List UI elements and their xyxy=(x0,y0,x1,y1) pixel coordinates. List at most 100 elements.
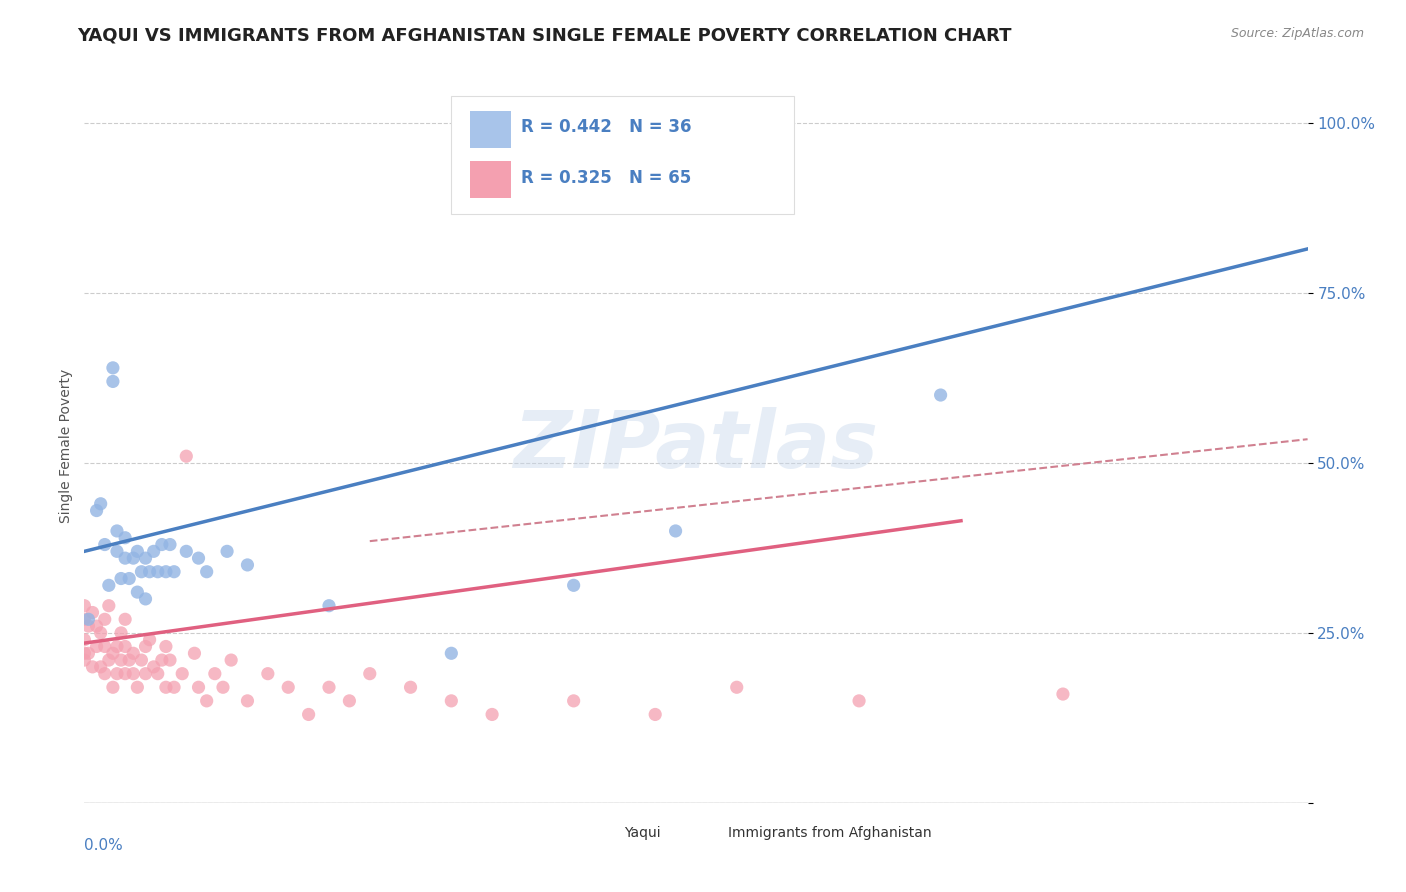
Point xyxy=(174,449,197,463)
Text: Yaqui: Yaqui xyxy=(624,826,661,839)
Point xyxy=(97,599,120,613)
Point xyxy=(150,537,173,551)
FancyBboxPatch shape xyxy=(693,822,723,844)
Point xyxy=(236,694,259,708)
FancyBboxPatch shape xyxy=(470,111,512,148)
Point xyxy=(73,599,96,613)
Point xyxy=(359,666,381,681)
Point xyxy=(163,565,186,579)
Point xyxy=(257,666,280,681)
Point xyxy=(155,565,177,579)
Point xyxy=(110,572,132,586)
Point xyxy=(101,680,124,694)
Point xyxy=(339,694,361,708)
Point xyxy=(159,653,181,667)
Point xyxy=(73,646,96,660)
Text: Source: ZipAtlas.com: Source: ZipAtlas.com xyxy=(1230,27,1364,40)
Point xyxy=(93,537,115,551)
Point xyxy=(131,565,153,579)
Point xyxy=(105,640,128,654)
Point xyxy=(142,660,165,674)
Point xyxy=(277,680,299,694)
Point xyxy=(318,599,340,613)
Point xyxy=(127,585,149,599)
Point xyxy=(725,680,748,694)
Point xyxy=(217,544,239,558)
Point xyxy=(118,572,141,586)
Point xyxy=(77,619,100,633)
Text: Immigrants from Afghanistan: Immigrants from Afghanistan xyxy=(728,826,931,839)
Point xyxy=(481,707,503,722)
Point xyxy=(204,666,226,681)
Point xyxy=(562,578,585,592)
Point xyxy=(82,606,104,620)
Point xyxy=(127,680,149,694)
Text: ZIPatlas: ZIPatlas xyxy=(513,407,879,485)
Point xyxy=(183,646,205,660)
Point xyxy=(82,660,104,674)
Point xyxy=(236,558,259,572)
Point xyxy=(73,653,96,667)
Point xyxy=(138,632,160,647)
Point xyxy=(187,680,209,694)
Point xyxy=(146,565,169,579)
Point xyxy=(644,707,666,722)
Point xyxy=(114,666,136,681)
Point xyxy=(172,666,194,681)
Point xyxy=(101,646,124,660)
Point xyxy=(146,666,169,681)
Point xyxy=(848,694,870,708)
Point xyxy=(122,551,145,566)
Point xyxy=(110,626,132,640)
Point xyxy=(122,646,145,660)
Point xyxy=(127,544,149,558)
Point xyxy=(90,497,112,511)
Point xyxy=(440,646,463,660)
Text: R = 0.442   N = 36: R = 0.442 N = 36 xyxy=(522,118,692,136)
Point xyxy=(138,565,160,579)
Point xyxy=(93,640,115,654)
FancyBboxPatch shape xyxy=(589,822,619,844)
Point xyxy=(135,591,157,606)
Point xyxy=(90,626,112,640)
Y-axis label: Single Female Poverty: Single Female Poverty xyxy=(59,369,73,523)
Point xyxy=(114,531,136,545)
Point xyxy=(135,551,157,566)
Point xyxy=(73,632,96,647)
Point xyxy=(174,544,197,558)
Point xyxy=(665,524,688,538)
Point xyxy=(440,694,463,708)
Point xyxy=(114,612,136,626)
Point xyxy=(135,640,157,654)
Point xyxy=(150,653,173,667)
Point xyxy=(163,680,186,694)
FancyBboxPatch shape xyxy=(451,96,794,214)
Point xyxy=(114,551,136,566)
Text: YAQUI VS IMMIGRANTS FROM AFGHANISTAN SINGLE FEMALE POVERTY CORRELATION CHART: YAQUI VS IMMIGRANTS FROM AFGHANISTAN SIN… xyxy=(77,27,1012,45)
Point xyxy=(90,660,112,674)
Point xyxy=(399,680,422,694)
Point xyxy=(97,653,120,667)
Point xyxy=(298,707,321,722)
Point xyxy=(212,680,235,694)
Point xyxy=(135,666,157,681)
Point xyxy=(93,666,115,681)
Point xyxy=(155,640,177,654)
Point xyxy=(77,646,100,660)
Point xyxy=(562,694,585,708)
Point xyxy=(110,653,132,667)
Point xyxy=(142,544,165,558)
Point xyxy=(93,612,115,626)
Point xyxy=(101,360,124,375)
Point xyxy=(73,612,96,626)
Point xyxy=(97,578,120,592)
Point xyxy=(122,666,145,681)
Point xyxy=(86,640,108,654)
Point xyxy=(155,680,177,694)
FancyBboxPatch shape xyxy=(470,161,512,198)
Text: 0.0%: 0.0% xyxy=(84,838,124,854)
Point xyxy=(118,653,141,667)
Point xyxy=(131,653,153,667)
Point xyxy=(105,666,128,681)
Point xyxy=(101,375,124,389)
